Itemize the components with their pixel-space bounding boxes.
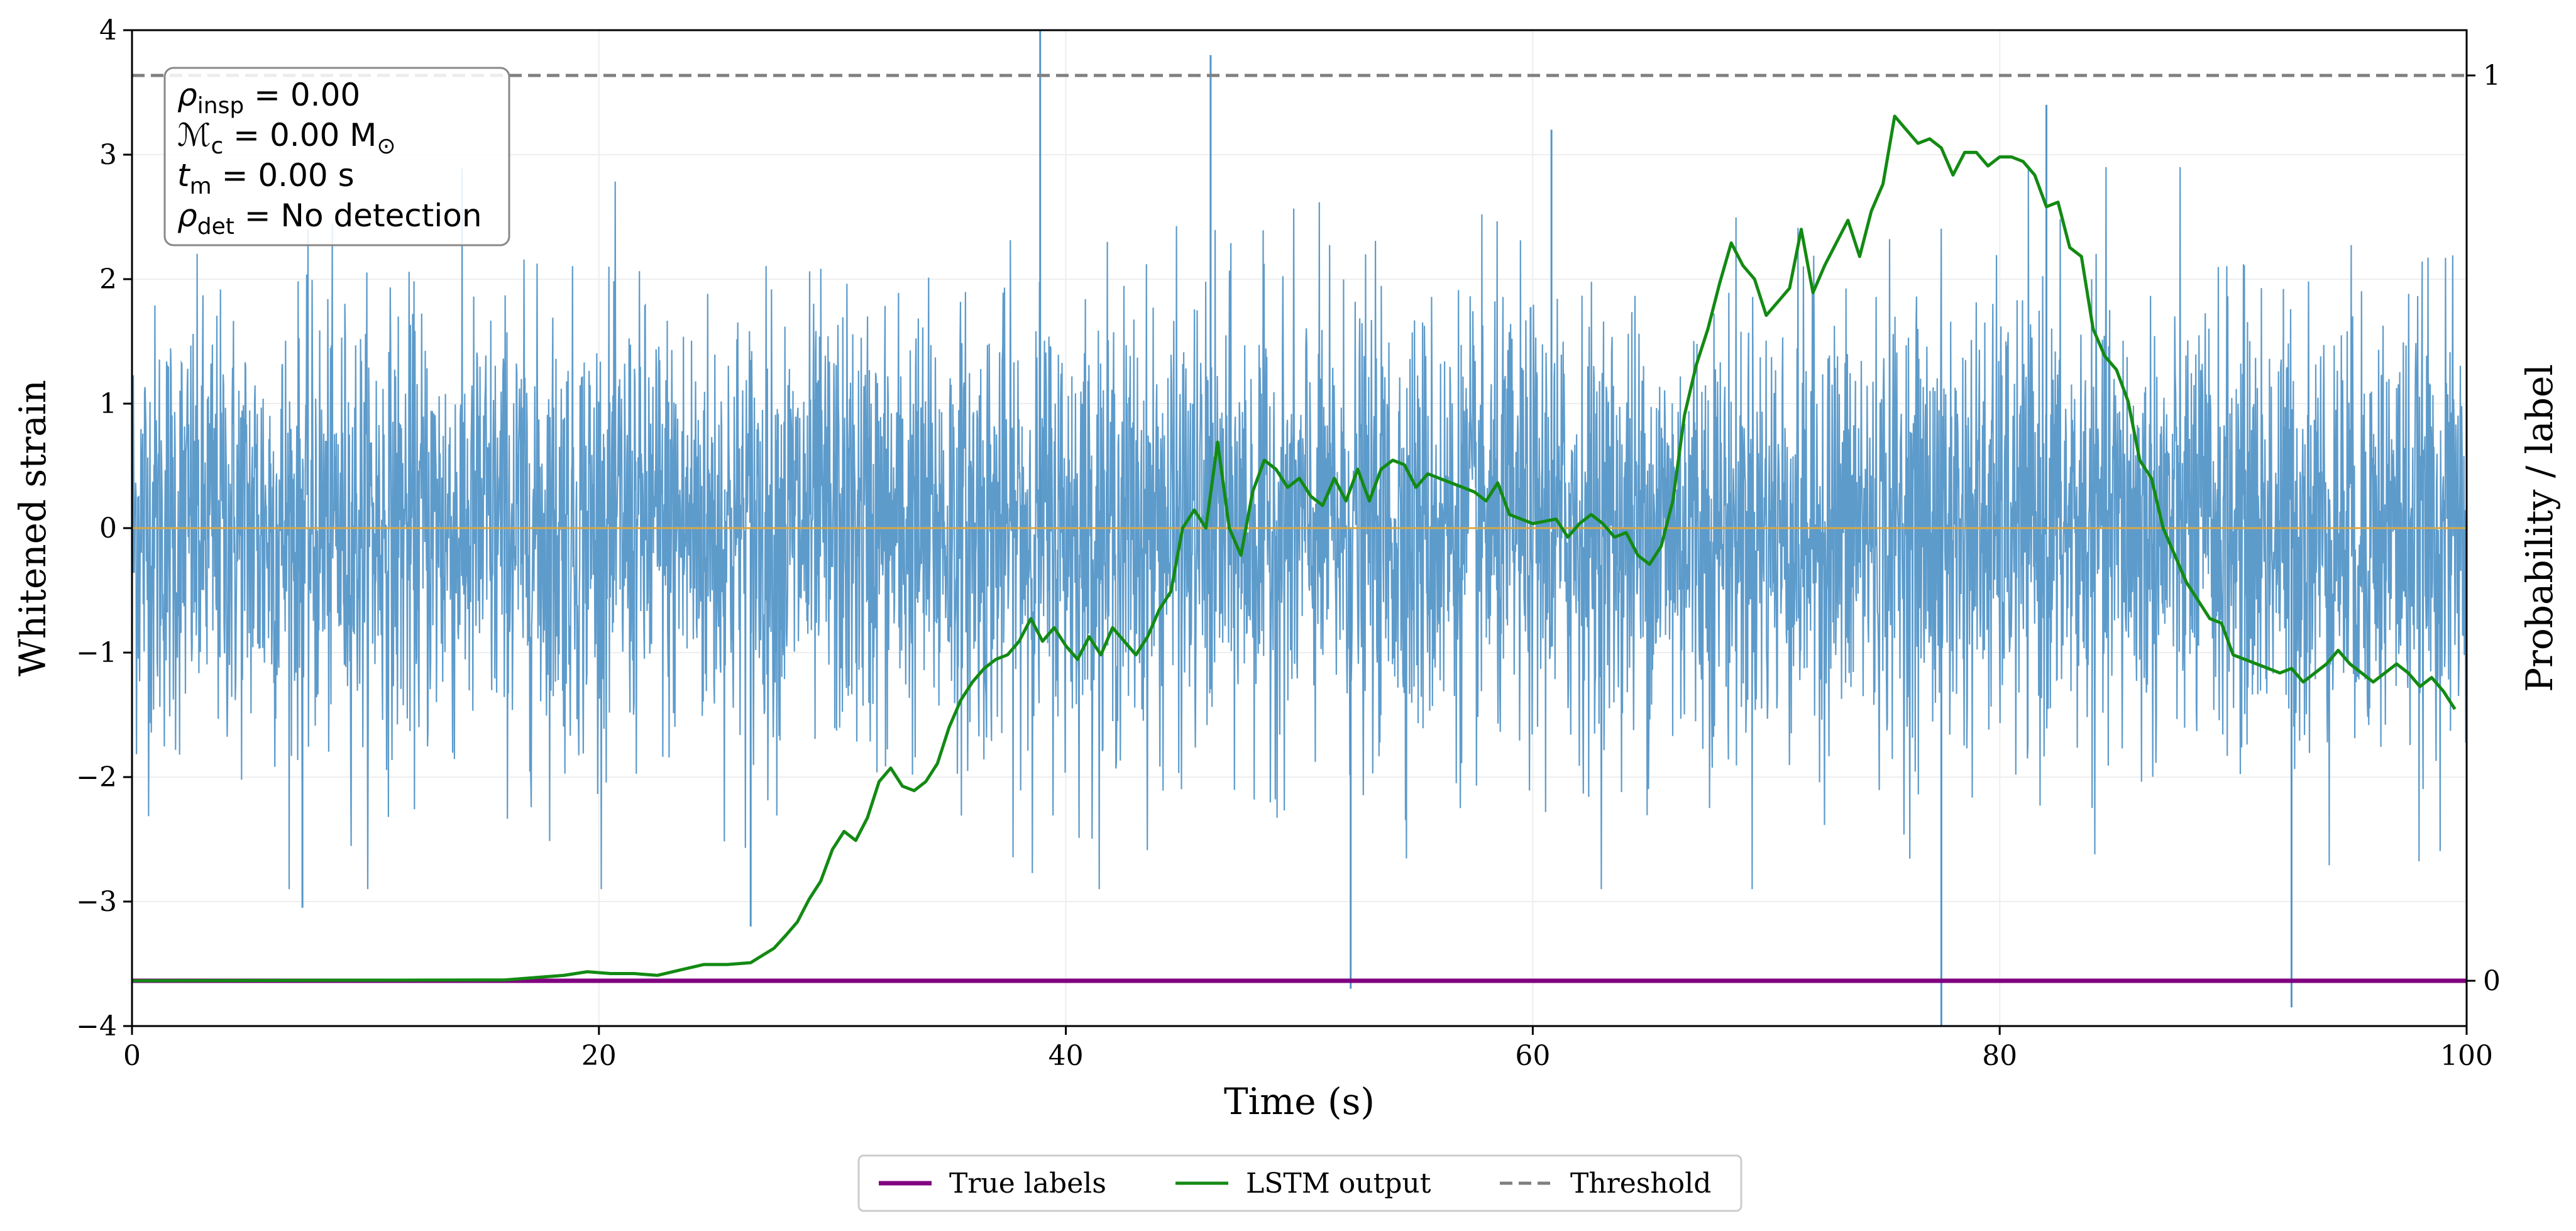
y-left-tick-label: −3 [76,886,117,918]
info-line: tm = 0.00 s [177,157,355,199]
y-right-tick-label: 0 [2483,965,2501,997]
info-line: ρdet = No detection [177,197,482,240]
x-tick-label: 0 [123,1040,141,1072]
y-left-tick-label: 4 [99,14,117,47]
strain-line [132,167,2467,890]
info-line: ρinsp = 0.00 [177,77,360,119]
x-tick-label: 80 [1982,1040,2017,1072]
y-left-tick-label: 1 [99,388,117,420]
info-line: ℳc = 0.00 M⊙ [177,117,395,159]
y-left-tick-label: 2 [99,263,117,295]
x-tick-label: 40 [1049,1040,1084,1072]
legend-frame [857,1154,1742,1212]
legend-label: LSTM output [1246,1168,1431,1200]
x-tick-label: 100 [2440,1040,2493,1072]
x-tick-label: 20 [581,1040,617,1072]
plot-area [132,30,2467,1026]
series-group [132,74,2467,983]
y-left-tick-label: −2 [76,761,117,793]
lstm-output-line [132,114,2457,983]
y-axis-left-label: Whitened strain [11,380,54,676]
legend-label: True labels [949,1168,1106,1200]
legend-label: Threshold [1570,1168,1711,1200]
y-left-tick-label: −4 [76,1010,117,1042]
y-right-tick-label: 1 [2483,60,2501,92]
info-box-frame [163,67,510,246]
y-left-tick-label: 0 [99,512,117,544]
legend: True labels LSTM output Threshold [857,1154,1742,1212]
x-tick-label: 60 [1515,1040,1550,1072]
y-left-tick-label: 3 [99,139,117,171]
strain-series [132,30,2467,1026]
y-left-tick-label: −1 [76,637,117,669]
y-axis-right-label: Probability / label [2518,364,2561,692]
x-axis-label: Time (s) [1224,1080,1375,1123]
